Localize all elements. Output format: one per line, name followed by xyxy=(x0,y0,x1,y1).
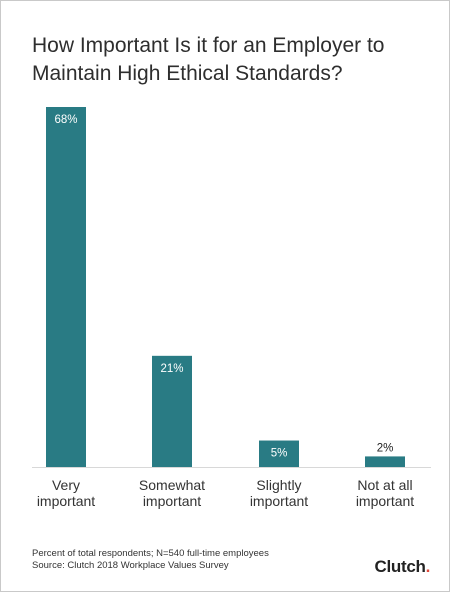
category-label-2-line-2: important xyxy=(143,493,201,509)
bars-group xyxy=(46,107,405,467)
clutch-logo: Clutch. xyxy=(374,557,430,577)
data-label-3: 5% xyxy=(271,448,288,460)
category-label-4-line-2: important xyxy=(356,493,414,509)
bar-chart: 68%Veryimportant21%Somewhatimportant5%Sl… xyxy=(32,107,431,509)
chart-title: How Important Is it for an Employer to M… xyxy=(32,34,385,85)
data-label-4: 2% xyxy=(377,442,394,454)
data-label-1: 68% xyxy=(54,114,77,126)
category-label-3-line-2: important xyxy=(250,493,308,509)
category-label-1-line-2: important xyxy=(37,493,95,509)
footnote-line-2: Source: Clutch 2018 Workplace Values Sur… xyxy=(32,560,229,571)
category-label-2-line-1: Somewhat xyxy=(139,477,205,493)
category-label-4-line-1: Not at all xyxy=(357,477,412,493)
bar-4 xyxy=(365,456,405,467)
labels-group: 68%Veryimportant21%Somewhatimportant5%Sl… xyxy=(37,114,414,509)
category-label-1-line-1: Very xyxy=(52,477,80,493)
bar-1 xyxy=(46,107,86,467)
footnote-line-1: Percent of total respondents; N=540 full… xyxy=(32,548,269,559)
logo-dot-icon: . xyxy=(425,557,431,576)
bar-3 xyxy=(259,440,299,467)
footnote: Percent of total respondents; N=540 full… xyxy=(32,548,269,572)
category-label-3-line-1: Slightly xyxy=(256,477,301,493)
clutch-logo-text: Clutch xyxy=(374,557,426,576)
bar-2 xyxy=(152,355,192,467)
data-label-2: 21% xyxy=(160,363,183,375)
